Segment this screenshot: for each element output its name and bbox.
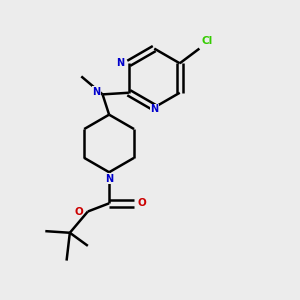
Text: O: O — [138, 198, 146, 208]
Text: O: O — [74, 206, 83, 217]
Text: N: N — [105, 174, 113, 184]
Text: Cl: Cl — [202, 36, 213, 46]
Text: N: N — [116, 58, 124, 68]
Text: N: N — [93, 87, 101, 97]
Text: N: N — [150, 104, 158, 114]
